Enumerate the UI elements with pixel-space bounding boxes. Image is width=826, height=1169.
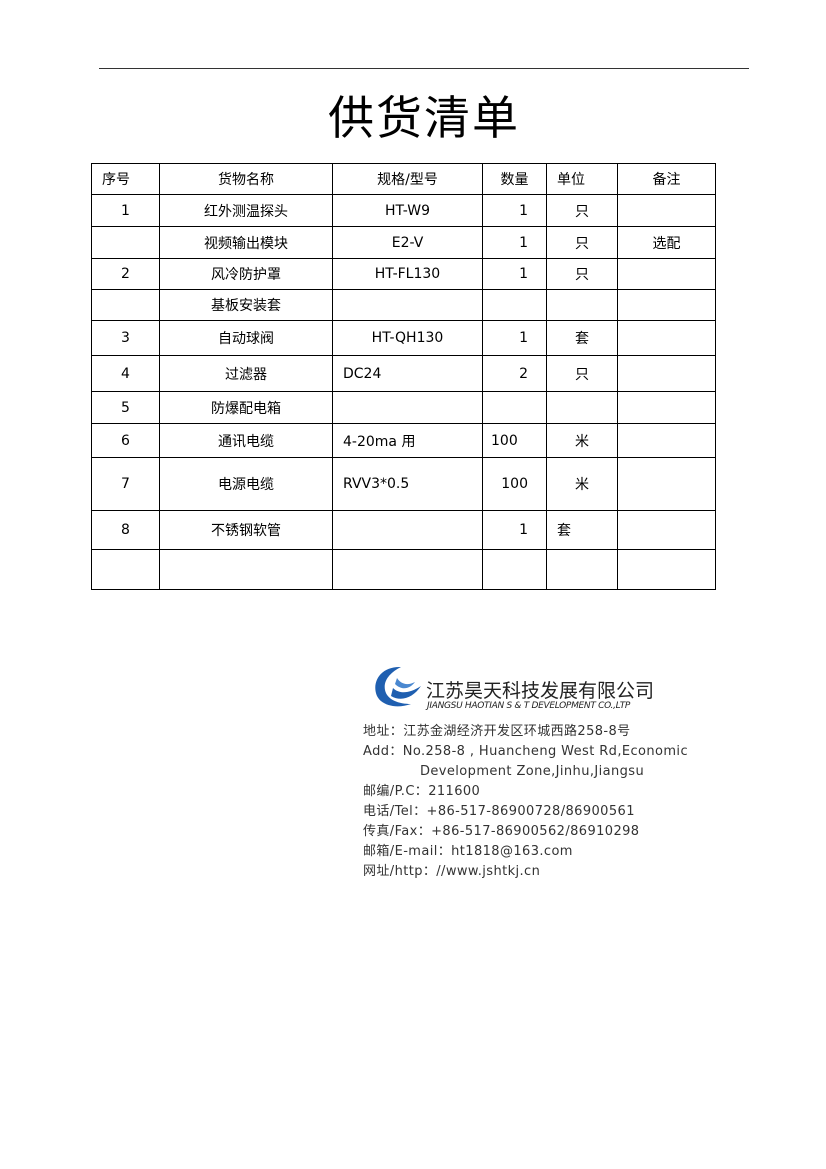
cell-item-name: 防爆配电箱 — [159, 391, 333, 424]
company-name-cn: 江苏昊天科技发展有限公司 — [426, 680, 655, 702]
postcode: 邮编/P.C：211600 — [363, 784, 481, 799]
table-row: 8 不锈钢软管 1 套 — [91, 510, 716, 550]
cell-qty: 1 — [482, 226, 547, 259]
cell-remark — [617, 457, 716, 511]
cell-remark — [617, 391, 716, 424]
cell-unit: 只 — [546, 258, 618, 290]
cell-unit — [546, 289, 618, 321]
cell-seq — [91, 549, 160, 590]
cell-seq — [91, 289, 160, 321]
cell-item-name: 不锈钢软管 — [159, 510, 333, 550]
cell-item-name: 货物名称 — [159, 163, 333, 195]
cell-item-name: 基板安装套 — [159, 289, 333, 321]
supply-list-table: 序号 货物名称 规格/型号 数量 单位 备注 1 红外测温探头 HT-W9 1 只视频输出模块 E2-… — [91, 163, 716, 590]
address-en: Add：No.258-8 , Huancheng West Rd,Economi… — [363, 744, 688, 759]
cell-spec: 规格/型号 — [332, 163, 483, 195]
contact-info: 地址：江苏金湖经济开发区环城西路258-8号 Add：No.258-8 , Hu… — [363, 722, 688, 882]
cell-seq — [91, 226, 160, 259]
cell-qty: 100 — [482, 423, 547, 458]
cell-unit: 套 — [546, 510, 618, 550]
cell-item-name: 自动球阀 — [159, 320, 333, 356]
cell-seq: 4 — [91, 355, 160, 392]
cell-item-name: 过滤器 — [159, 355, 333, 392]
cell-spec: RVV3*0.5 — [332, 457, 483, 511]
cell-spec: HT-FL130 — [332, 258, 483, 290]
cell-seq: 8 — [91, 510, 160, 550]
cell-qty: 1 — [482, 510, 547, 550]
cell-item-name: 风冷防护罩 — [159, 258, 333, 290]
table-row: 1 红外测温探头 HT-W9 1 只 — [91, 194, 716, 227]
cell-qty — [482, 549, 547, 590]
cell-remark: 备注 — [617, 163, 716, 195]
cell-remark — [617, 289, 716, 321]
cell-seq: 1 — [91, 194, 160, 227]
cell-spec — [332, 289, 483, 321]
company-name-en: JIANGSU HAOTIAN S & T DEVELOPMENT CO.,LT… — [427, 701, 631, 711]
address-cn: 地址：江苏金湖经济开发区环城西路258-8号 — [363, 724, 631, 739]
cell-remark — [617, 258, 716, 290]
cell-qty: 100 — [482, 457, 547, 511]
table-header-row: 序号 货物名称 规格/型号 数量 单位 备注 — [91, 163, 716, 195]
cell-unit: 米 — [546, 457, 618, 511]
cell-qty: 数量 — [482, 163, 547, 195]
table-row: 2 风冷防护罩 HT-FL130 1 只 — [91, 258, 716, 290]
cell-item-name: 通讯电缆 — [159, 423, 333, 458]
cell-spec — [332, 549, 483, 590]
website: 网址/http：//www.jshtkj.cn — [363, 864, 541, 879]
cell-unit: 只 — [546, 194, 618, 227]
cell-unit: 只 — [546, 226, 618, 259]
cell-item-name: 电源电缆 — [159, 457, 333, 511]
cell-qty: 1 — [482, 320, 547, 356]
cell-unit — [546, 549, 618, 590]
cell-spec — [332, 510, 483, 550]
table-row: 7 电源电缆 RVV3*0.5 100 米 — [91, 457, 716, 511]
cell-spec: HT-QH130 — [332, 320, 483, 356]
cell-spec: E2-V — [332, 226, 483, 259]
table-row: 4 过滤器 DC24 2 只 — [91, 355, 716, 392]
cell-item-name — [159, 549, 333, 590]
cell-seq: 3 — [91, 320, 160, 356]
cell-unit — [546, 391, 618, 424]
cell-qty: 2 — [482, 355, 547, 392]
cell-remark — [617, 320, 716, 356]
company-logo-icon — [375, 666, 421, 707]
cell-seq: 序号 — [91, 163, 160, 195]
cell-unit: 只 — [546, 355, 618, 392]
table-row — [91, 549, 716, 590]
cell-remark: 选配 — [617, 226, 716, 259]
cell-remark — [617, 194, 716, 227]
cell-unit: 单位 — [546, 163, 618, 195]
cell-qty: 1 — [482, 258, 547, 290]
cell-unit: 套 — [546, 320, 618, 356]
cell-spec: DC24 — [332, 355, 483, 392]
cell-spec: HT-W9 — [332, 194, 483, 227]
table-row: 5 防爆配电箱 — [91, 391, 716, 424]
cell-seq: 5 — [91, 391, 160, 424]
table-row: 6 通讯电缆 4-20ma 用 100 米 — [91, 423, 716, 458]
cell-item-name: 红外测温探头 — [159, 194, 333, 227]
cell-item-name: 视频输出模块 — [159, 226, 333, 259]
page-title: 供货清单 — [328, 91, 520, 145]
cell-remark — [617, 510, 716, 550]
cell-spec: 4-20ma 用 — [332, 423, 483, 458]
cell-unit: 米 — [546, 423, 618, 458]
table-row: 基板安装套 — [91, 289, 716, 321]
table-row: 3 自动球阀 HT-QH130 1 套 — [91, 320, 716, 356]
cell-seq: 7 — [91, 457, 160, 511]
cell-spec — [332, 391, 483, 424]
cell-seq: 6 — [91, 423, 160, 458]
cell-qty: 1 — [482, 194, 547, 227]
cell-remark — [617, 423, 716, 458]
telephone: 电话/Tel：+86-517-86900728/86900561 — [363, 804, 635, 819]
address-en-cont: Development Zone,Jinhu,Jiangsu — [420, 764, 645, 779]
fax: 传真/Fax：+86-517-86900562/86910298 — [363, 824, 640, 839]
cell-qty — [482, 289, 547, 321]
header-rule — [99, 68, 749, 69]
cell-seq: 2 — [91, 258, 160, 290]
cell-remark — [617, 355, 716, 392]
table-row: 视频输出模块 E2-V 1 只选配 — [91, 226, 716, 259]
email: 邮箱/E-mail：ht1818@163.com — [363, 844, 573, 859]
cell-remark — [617, 549, 716, 590]
cell-qty — [482, 391, 547, 424]
